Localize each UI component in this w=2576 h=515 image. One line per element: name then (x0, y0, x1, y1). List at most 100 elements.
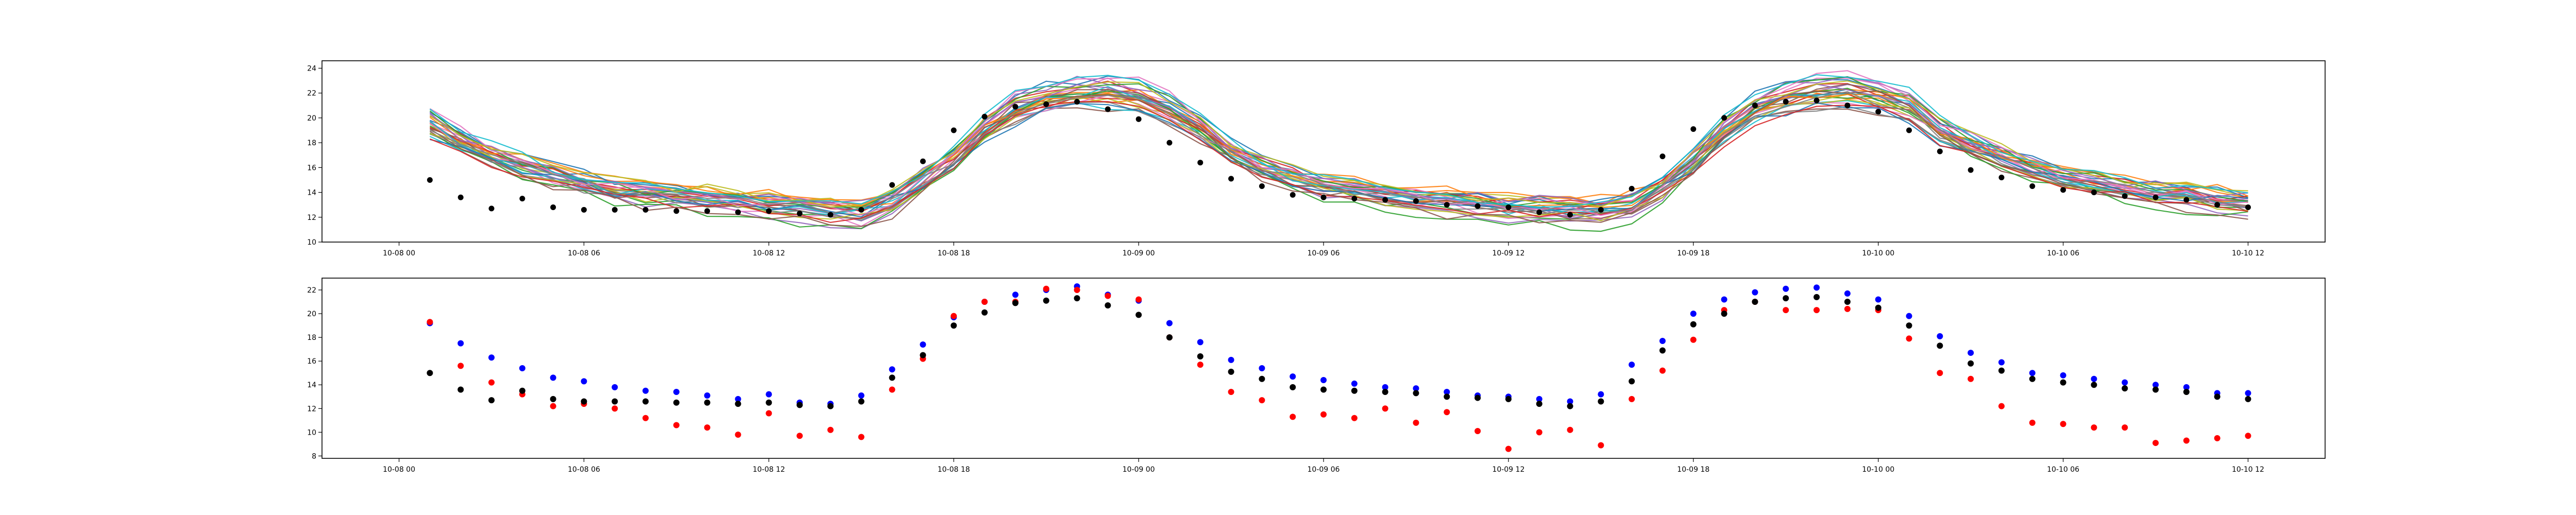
observed-point (1197, 160, 1204, 166)
p1-x-tick-label: 10-08 12 (753, 466, 785, 474)
scatter-point (1998, 367, 2005, 374)
scatter-point (2183, 384, 2190, 390)
ensemble-member-line (429, 74, 2248, 208)
p1-y-tick-label: 10 (307, 428, 316, 437)
scatter-point (2091, 375, 2097, 382)
observed-point (2091, 190, 2097, 196)
scatter-point (735, 431, 741, 438)
scatter-point (2153, 386, 2159, 393)
observed-point (1413, 198, 1419, 204)
scatter-point (581, 378, 587, 385)
scatter-point (488, 379, 495, 386)
observed-point (1968, 167, 1974, 173)
p1-x-tick-label: 10-10 00 (1862, 466, 1894, 474)
scatter-point (2183, 389, 2190, 396)
ensemble-lines (429, 70, 2248, 232)
p1-x-tick-label: 10-10 12 (2232, 466, 2264, 474)
observed-point (1505, 204, 1512, 210)
scatter-point (2060, 372, 2066, 379)
p1-x-tick-label: 10-08 18 (938, 466, 970, 474)
scatter-point (1197, 339, 1204, 346)
scatter-point (1937, 333, 1943, 339)
scatter-point (2245, 390, 2251, 397)
observed-point (550, 204, 556, 210)
scatter-point (858, 398, 865, 405)
scatter-point (1659, 367, 1666, 374)
scatter-point (1875, 304, 1882, 311)
scatter-point (1659, 338, 1666, 345)
scatter-point (1413, 385, 1419, 392)
scatter-point (581, 398, 587, 405)
scatter-point (550, 403, 556, 409)
ensemble-member-line (429, 93, 2248, 207)
p0-y-tick-label: 14 (307, 189, 316, 197)
scatter-point (642, 415, 649, 421)
observed-point (1105, 106, 1111, 112)
observed-point (951, 127, 957, 133)
p0-y-tick-label: 12 (307, 214, 316, 222)
p0-x-tick-label: 10-10 00 (1862, 249, 1894, 258)
scatter-point (920, 352, 926, 358)
p0-x-tick-label: 10-08 18 (938, 249, 970, 258)
observed-point (2183, 197, 2190, 203)
p0-x-tick-label: 10-08 12 (753, 249, 785, 258)
scatter-point (1505, 396, 1512, 402)
scatter-point (1259, 397, 1265, 404)
scatter-point (704, 392, 710, 399)
ensemble-member-line (429, 75, 2248, 212)
scatter-point (1844, 299, 1851, 305)
scatter-point (519, 365, 526, 371)
scatter-point (981, 309, 988, 316)
observed-point (2153, 194, 2159, 200)
scatter-point (1105, 293, 1111, 299)
scatter-point (550, 396, 556, 402)
scatter-point (1320, 377, 1327, 384)
scatter-point (1875, 296, 1882, 303)
scatter-point (951, 313, 957, 319)
scatter-point (827, 403, 834, 409)
observed-point (1998, 175, 2005, 181)
scatter-point (1043, 285, 1049, 292)
scatter-point (1413, 390, 1419, 397)
p0-x-tick-label: 10-09 00 (1123, 249, 1155, 258)
scatter-point (1351, 415, 1358, 421)
p1-x-tick-label: 10-09 12 (1492, 466, 1524, 474)
observed-point (2060, 187, 2066, 193)
scatter-point (457, 363, 464, 369)
ensemble-member-line (429, 76, 2248, 208)
scatter-point (1937, 342, 1943, 349)
p0-x-tick-label: 10-09 12 (1492, 249, 1524, 258)
observed-point (1814, 97, 1820, 104)
scatter-point (457, 340, 464, 347)
scatter-point (1320, 411, 1327, 418)
observed-point (704, 208, 710, 214)
p0-y-tick-label: 24 (307, 64, 316, 73)
scatter-point (1536, 429, 1543, 436)
observed-point (1259, 183, 1265, 190)
scatter-point (1228, 389, 1234, 396)
top-axes-ticks: 10-08 00 10-08 06 10-08 12 10-08 18 10-09 00… (307, 64, 2264, 258)
p1-y-tick-label: 8 (312, 452, 316, 460)
scatter-point (1567, 403, 1573, 409)
scatter-point (1968, 375, 1974, 382)
p0-y-tick-label: 22 (307, 90, 316, 98)
scatter-point (1629, 396, 1635, 402)
ensemble-member-line (430, 83, 2248, 220)
scatter-point (1783, 307, 1789, 314)
ensemble-member-line (429, 90, 2248, 227)
scatter-point (1783, 295, 1789, 302)
scatter-point (519, 387, 526, 394)
observed-point (920, 158, 926, 164)
scatter-point (1351, 387, 1358, 394)
scatter-point (1105, 302, 1111, 308)
scatter-point (1259, 365, 1265, 371)
scatter-point (2214, 393, 2221, 400)
scatter-point (1752, 289, 1758, 296)
scatter-point (1906, 313, 1912, 319)
scatter-point (1844, 290, 1851, 297)
observed-point (1351, 196, 1358, 202)
scatter-point (1783, 285, 1789, 292)
observed-point (1906, 127, 1912, 133)
observed-point (1875, 109, 1882, 115)
observed-point (519, 196, 526, 202)
